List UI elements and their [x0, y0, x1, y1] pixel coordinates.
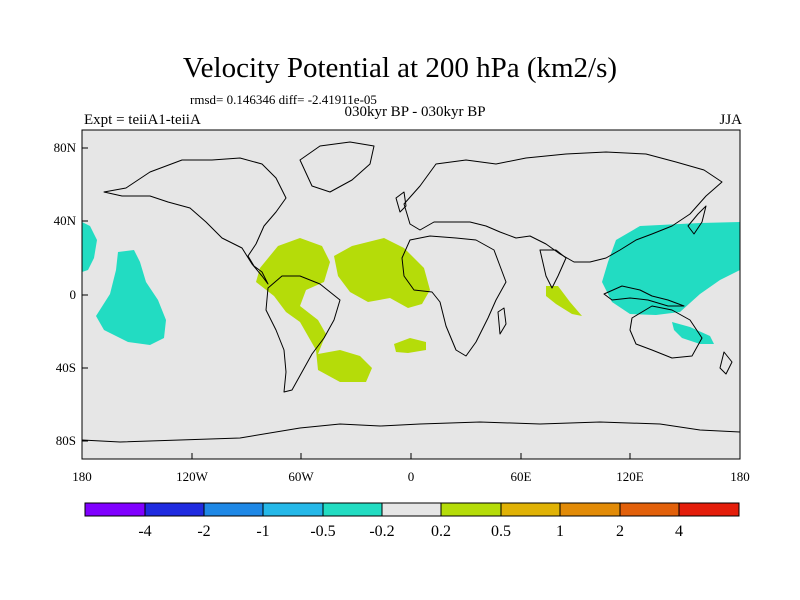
- experiment-label: Expt = teiiA1-teiiA: [84, 112, 201, 128]
- lat-tick-label: 80S: [56, 433, 76, 448]
- stats-label: rmsd= 0.146346 diff= -2.41911e-05: [190, 92, 377, 107]
- negative-anomaly-regions: [82, 222, 740, 345]
- coast-greenland: [299, 141, 375, 193]
- lon-tick-label: 60W: [288, 469, 314, 484]
- colorbar-swatch: [382, 503, 441, 516]
- coast-europe-asia: [403, 151, 723, 263]
- colorbar-swatch: [501, 503, 560, 516]
- colorbar-frame: [84, 502, 740, 517]
- coast-africa: [401, 235, 507, 357]
- cyan-region-australia-east: [672, 322, 714, 344]
- colorbar-swatch: [263, 503, 323, 516]
- lat-tick-label: 40N: [54, 213, 77, 228]
- coast-india: [539, 249, 567, 289]
- coast-south-america: [265, 275, 341, 393]
- green-region-atlantic: [334, 238, 430, 308]
- colorbar-label: 2: [616, 523, 624, 540]
- coast-antarctica: [81, 421, 741, 443]
- coast-madagascar: [497, 307, 507, 335]
- coast-maritime-continent: [603, 285, 685, 307]
- colorbar-label: -1: [256, 523, 269, 540]
- colorbar-label: 1: [556, 523, 564, 540]
- green-region-south-atlantic: [394, 338, 426, 353]
- colorbar: -4 -2 -1 -0.5 -0.2 0.2 0.5 1 2 4: [84, 502, 740, 540]
- positive-anomaly-regions: [256, 238, 582, 382]
- cyan-region-east-pacific: [96, 250, 166, 345]
- colorbar-swatch: [441, 503, 501, 516]
- lon-tick-label: 180: [72, 469, 92, 484]
- colorbar-swatch: [145, 503, 204, 516]
- lat-tick-label: 40S: [56, 360, 76, 375]
- coast-north-america: [103, 157, 287, 285]
- colorbar-label: -0.5: [310, 523, 335, 540]
- colorbar-label: -4: [138, 523, 151, 540]
- colorbar-swatch: [560, 503, 620, 516]
- colorbar-label: 4: [675, 523, 683, 540]
- green-region-central-america: [256, 238, 372, 382]
- coast-new-zealand: [719, 351, 733, 375]
- coast-uk: [395, 191, 407, 213]
- lat-tick-label: 80N: [54, 140, 77, 155]
- green-region-indian-ocean: [546, 286, 582, 316]
- colorbar-swatch: [204, 503, 263, 516]
- lon-tick-label: 0: [408, 469, 415, 484]
- lon-axis: 180 120W 60W 0 60E 120E 180: [72, 453, 750, 484]
- colorbar-label: 0.2: [431, 523, 451, 540]
- colorbar-swatch: [323, 503, 382, 516]
- colorbar-label: -2: [197, 523, 210, 540]
- period-label: 030kyr BP - 030kyr BP: [344, 104, 486, 120]
- cyan-region-west-edge: [82, 222, 97, 272]
- season-label: JJA: [719, 112, 742, 128]
- lat-axis: 80N 40N 0 40S 80S: [54, 140, 88, 448]
- lon-tick-label: 120W: [176, 469, 209, 484]
- lat-tick-label: 0: [70, 287, 77, 302]
- lon-tick-label: 120E: [616, 469, 644, 484]
- coast-australia: [629, 305, 703, 359]
- colorbar-label: 0.5: [491, 523, 511, 540]
- colorbar-swatch: [679, 503, 739, 516]
- colorbar-dividers: [144, 503, 680, 516]
- coast-japan: [687, 205, 707, 235]
- coastlines: [81, 141, 741, 443]
- lon-tick-label: 60E: [511, 469, 532, 484]
- lon-tick-label: 180: [730, 469, 750, 484]
- page-title: Velocity Potential at 200 hPa (km2/s): [182, 52, 618, 84]
- colorbar-label: -0.2: [369, 523, 394, 540]
- cyan-region-asia-west-pacific: [602, 222, 740, 315]
- colorbar-swatch: [620, 503, 679, 516]
- colorbar-swatch: [85, 503, 145, 516]
